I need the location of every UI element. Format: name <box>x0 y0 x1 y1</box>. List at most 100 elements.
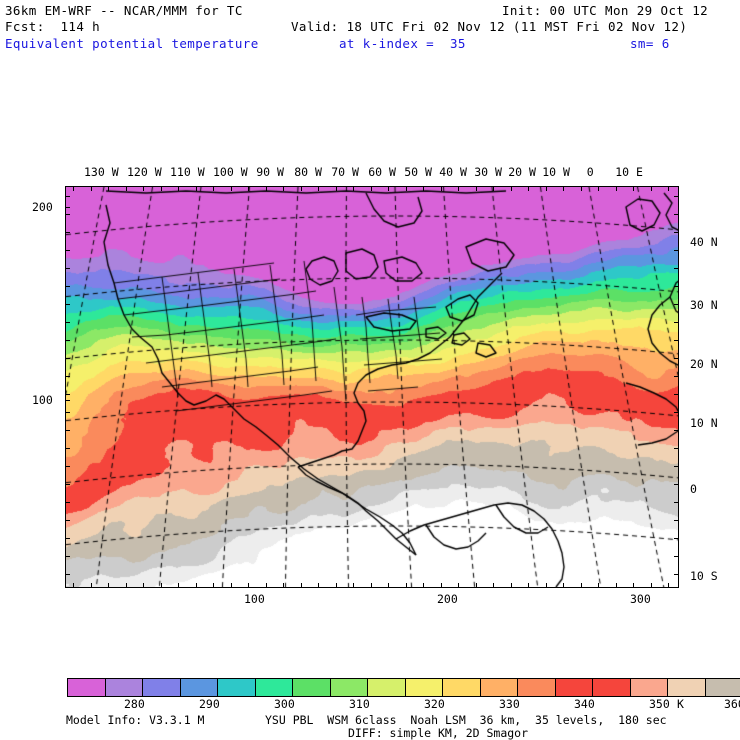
axis-tick <box>65 394 70 395</box>
axis-tick <box>563 186 564 191</box>
colorbar-tick-label: 350 <box>649 697 670 711</box>
lon-label: 100 W <box>213 165 248 179</box>
lon-label: 80 W <box>294 165 322 179</box>
colorbar-swatch <box>593 679 631 696</box>
lat-label: 10 S <box>690 569 718 583</box>
footer-physics: YSU PBL WSM 6class Noah LSM 36 km, 35 le… <box>265 713 667 727</box>
axis-tick <box>300 583 302 588</box>
axis-tick <box>668 583 669 588</box>
axis-tick <box>65 207 70 208</box>
axis-tick <box>65 268 70 269</box>
colorbar-tick-label: 360 <box>724 697 740 711</box>
colorbar-swatch <box>330 679 368 696</box>
axis-tick <box>65 538 70 539</box>
header-smoothing: sm= 6 <box>630 36 670 51</box>
axis-tick <box>248 186 249 191</box>
x-grid-label: 300 <box>630 592 651 606</box>
axis-tick <box>65 286 70 287</box>
colorbar-swatch <box>668 679 706 696</box>
colorbar-tick-label: 340 <box>574 697 595 711</box>
axis-tick <box>65 250 70 251</box>
axis-tick <box>353 583 354 588</box>
axis-tick <box>650 186 652 191</box>
axis-tick <box>674 502 679 503</box>
lat-label: 20 N <box>690 357 718 371</box>
colorbar-swatch <box>405 679 443 696</box>
axis-tick <box>674 214 679 215</box>
x-grid-label: 100 <box>244 592 265 606</box>
header-valid-time: Valid: 18 UTC Fri 02 Nov 12 (11 MST Fri … <box>291 19 688 34</box>
axis-tick <box>563 583 564 588</box>
axis-tick <box>65 520 70 521</box>
axis-tick <box>674 286 679 287</box>
axis-tick <box>335 583 337 588</box>
colorbar-unit-label: K <box>677 697 684 711</box>
axis-tick <box>65 556 70 557</box>
map-plot-frame <box>65 186 679 588</box>
header-k-index: at k-index = 35 <box>339 36 466 51</box>
axis-tick <box>65 214 70 215</box>
axis-tick <box>633 583 634 588</box>
axis-tick <box>248 583 249 588</box>
axis-tick <box>633 186 634 191</box>
axis-tick <box>598 583 599 588</box>
lon-label: 40 W <box>439 165 467 179</box>
axis-tick <box>65 400 70 401</box>
axis-tick <box>545 583 547 588</box>
axis-tick <box>674 448 679 449</box>
axis-tick <box>475 583 477 588</box>
lon-label: 90 W <box>256 165 284 179</box>
axis-tick <box>475 186 477 191</box>
axis-tick <box>125 583 127 588</box>
colorbar-swatch <box>368 679 406 696</box>
colorbar-swatch <box>180 679 218 696</box>
lon-label: 0 <box>586 165 594 179</box>
axis-tick <box>65 322 70 323</box>
colorbar-swatch <box>555 679 593 696</box>
axis-tick <box>674 376 679 377</box>
axis-tick <box>423 583 424 588</box>
lat-label: 30 N <box>690 298 718 312</box>
theta-e-field-canvas <box>66 187 678 587</box>
axis-tick <box>493 186 494 191</box>
axis-tick <box>265 583 267 588</box>
axis-tick <box>674 466 679 467</box>
axis-tick <box>674 574 679 575</box>
colorbar-swatch <box>518 679 556 696</box>
axis-tick <box>650 583 652 588</box>
lon-label: 60 W <box>368 165 396 179</box>
colorbar-tick-label: 330 <box>499 697 520 711</box>
lon-label: 120 W <box>127 165 162 179</box>
axis-tick <box>615 186 617 191</box>
axis-tick <box>300 186 302 191</box>
axis-tick <box>458 186 459 191</box>
axis-tick <box>674 538 679 539</box>
header-model-line: 36km EM-WRF -- NCAR/MMM for TC <box>5 3 243 18</box>
lon-label: 20 W <box>508 165 536 179</box>
y-grid-label: 100 <box>32 393 53 407</box>
axis-tick <box>160 186 162 191</box>
axis-tick <box>674 412 679 413</box>
axis-tick <box>178 583 179 588</box>
axis-tick <box>65 376 70 377</box>
colorbar-swatch <box>218 679 256 696</box>
axis-tick <box>674 394 679 395</box>
axis-tick <box>65 466 70 467</box>
axis-tick <box>545 186 547 191</box>
axis-tick <box>405 583 407 588</box>
axis-tick <box>674 484 679 485</box>
axis-tick <box>510 186 512 191</box>
axis-tick <box>160 583 162 588</box>
lat-label: 40 N <box>690 235 718 249</box>
axis-tick <box>108 186 109 191</box>
axis-tick <box>493 583 494 588</box>
axis-tick <box>283 186 284 191</box>
colorbar-tick-label: 290 <box>199 697 220 711</box>
lon-label: 70 W <box>331 165 359 179</box>
axis-tick <box>528 583 529 588</box>
axis-tick <box>674 196 679 197</box>
axis-tick <box>65 358 70 359</box>
colorbar-swatch <box>630 679 668 696</box>
axis-tick <box>440 583 442 588</box>
axis-tick <box>580 186 582 191</box>
